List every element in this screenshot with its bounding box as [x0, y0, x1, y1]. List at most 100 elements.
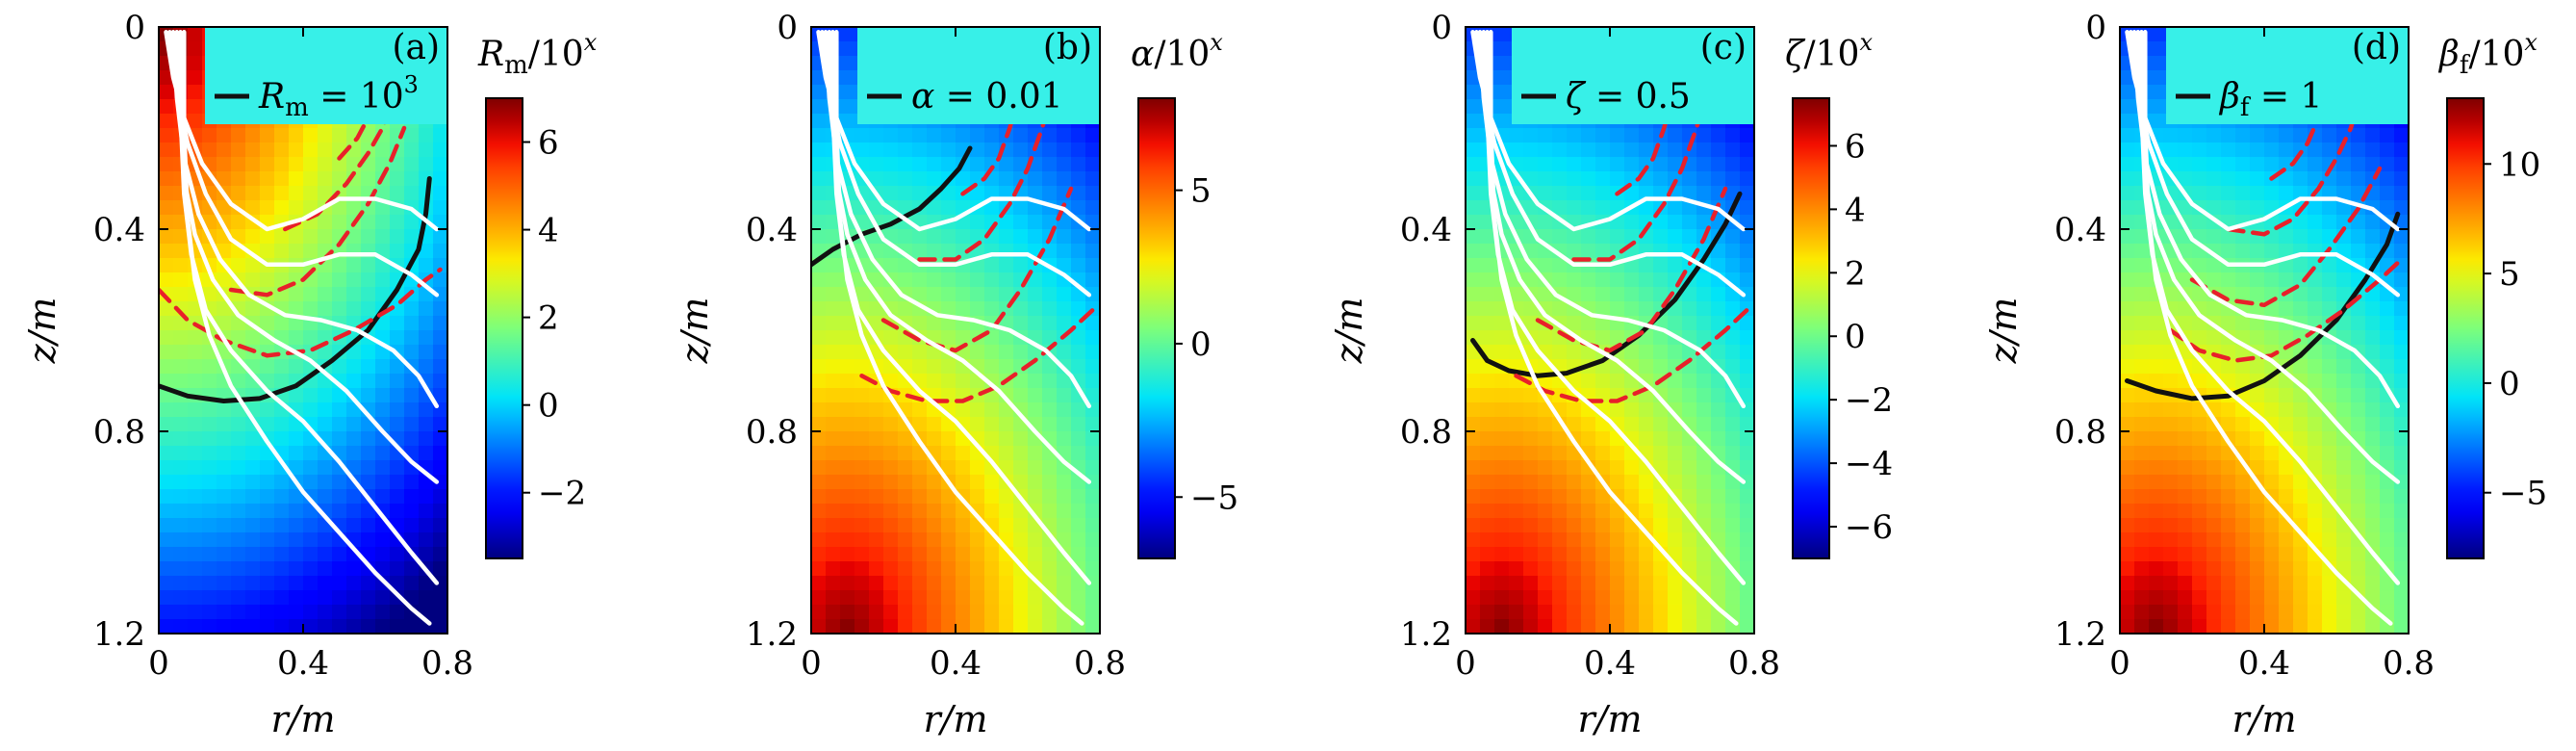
heatmap-cell — [2192, 518, 2207, 533]
heatmap-cell — [361, 388, 376, 403]
heatmap-cell — [188, 561, 203, 577]
heatmap-cell — [927, 359, 942, 375]
heatmap-cell — [826, 532, 841, 548]
heatmap-cell — [2221, 460, 2236, 476]
heatmap-cell — [2120, 518, 2135, 533]
heatmap-cell — [854, 532, 870, 548]
heatmap-cell — [1682, 229, 1697, 245]
heatmap-cell — [433, 215, 447, 230]
heatmap-cell — [2206, 330, 2222, 346]
heatmap-cell — [1610, 402, 1625, 418]
heatmap-cell — [1696, 142, 1712, 158]
heatmap-cell — [811, 446, 827, 461]
heatmap-cell — [2394, 229, 2409, 245]
heatmap-cell — [2365, 590, 2381, 606]
heatmap-cell — [1509, 547, 1524, 562]
heatmap-cell — [2120, 301, 2135, 317]
heatmap-cell — [1610, 272, 1625, 288]
heatmap-cell — [1595, 518, 1611, 533]
heatmap-cell — [1523, 576, 1539, 591]
contour-line-red-dashed — [2189, 166, 2383, 308]
heatmap-cell — [274, 590, 290, 606]
heatmap-cell — [2264, 518, 2280, 533]
heatmap-cell — [2221, 605, 2236, 620]
heatmap-cell — [2221, 171, 2236, 187]
heatmap-cell — [927, 200, 942, 216]
heatmap-cell — [289, 157, 304, 172]
heatmap-cell — [1581, 244, 1596, 259]
heatmap-cell — [2365, 402, 2381, 418]
heatmap-cell — [1696, 460, 1712, 476]
heatmap-cell — [2322, 460, 2337, 476]
heatmap-cell — [1624, 561, 1640, 577]
heatmap-cell — [2351, 330, 2366, 346]
heatmap-cell — [1610, 518, 1625, 533]
heatmap-cell — [826, 619, 841, 634]
heatmap-cell — [1552, 157, 1568, 172]
heatmap-cell — [1639, 547, 1654, 562]
heatmap-cell — [1071, 330, 1086, 346]
heatmap-cell — [2206, 547, 2222, 562]
heatmap-cell — [2308, 460, 2323, 476]
heatmap-cell — [1466, 186, 1481, 201]
heatmap-cell — [1013, 504, 1029, 519]
heatmap-cell — [2380, 417, 2395, 432]
heatmap-cell — [404, 388, 420, 403]
heatmap-cell — [1028, 374, 1043, 389]
heatmap-cell — [1057, 619, 1072, 634]
heatmap-cell — [303, 128, 319, 143]
heatmap-cell — [999, 215, 1014, 230]
y-axis-label: z/m — [1328, 298, 1370, 365]
heatmap-cell — [202, 590, 217, 606]
heatmap-cell — [332, 489, 347, 505]
heatmap-cell — [1042, 402, 1058, 418]
heatmap-cell — [912, 287, 928, 302]
y-tick-label: 0.8 — [2054, 413, 2106, 452]
heatmap-cell — [2351, 316, 2366, 331]
heatmap-cell — [854, 590, 870, 606]
heatmap-cell — [1085, 605, 1100, 620]
heatmap-cell — [202, 489, 217, 505]
heatmap-cell — [2149, 547, 2164, 562]
heatmap-cell — [2149, 518, 2164, 533]
heatmap-cell — [1466, 157, 1481, 172]
heatmap-cell — [1711, 142, 1726, 158]
heatmap-cell — [2264, 532, 2280, 548]
heatmap-cell — [173, 532, 189, 548]
heatmap-cell — [2149, 56, 2164, 71]
heatmap-cell — [274, 229, 290, 245]
heatmap-cell — [245, 200, 261, 216]
heatmap-cell — [1595, 532, 1611, 548]
heatmap-cell — [1552, 619, 1568, 634]
heatmap-cell — [1581, 272, 1596, 288]
heatmap-cell — [1538, 576, 1553, 591]
heatmap-cell — [1494, 70, 1510, 86]
heatmap-cell — [2336, 171, 2352, 187]
heatmap-cell — [2149, 41, 2164, 57]
heatmap-cell — [1740, 200, 1754, 216]
heatmap-cell — [375, 374, 391, 389]
heatmap-cell — [1057, 532, 1072, 548]
heatmap-cell — [2235, 619, 2251, 634]
heatmap-cell — [2293, 561, 2308, 577]
heatmap-cell — [2279, 142, 2294, 158]
heatmap-cell — [202, 142, 217, 158]
heatmap-cell — [1538, 128, 1553, 143]
heatmap-cell — [245, 229, 261, 245]
heatmap-cell — [2134, 475, 2150, 490]
heatmap-cell — [173, 518, 189, 533]
heatmap-cell — [1071, 157, 1086, 172]
heatmap-cell — [2308, 489, 2323, 505]
heatmap-cell — [941, 157, 956, 172]
heatmap-cell — [1653, 330, 1669, 346]
heatmap-cell — [1595, 446, 1611, 461]
heatmap-cell — [1538, 417, 1553, 432]
heatmap-cell — [2293, 215, 2308, 230]
heatmap-cell — [1552, 576, 1568, 591]
heatmap-cell — [346, 272, 362, 288]
heatmap-cell — [2250, 590, 2265, 606]
heatmap-cell — [984, 489, 1000, 505]
heatmap-cell — [1013, 244, 1029, 259]
heatmap-cell — [1595, 330, 1611, 346]
heatmap-cell — [1523, 504, 1539, 519]
